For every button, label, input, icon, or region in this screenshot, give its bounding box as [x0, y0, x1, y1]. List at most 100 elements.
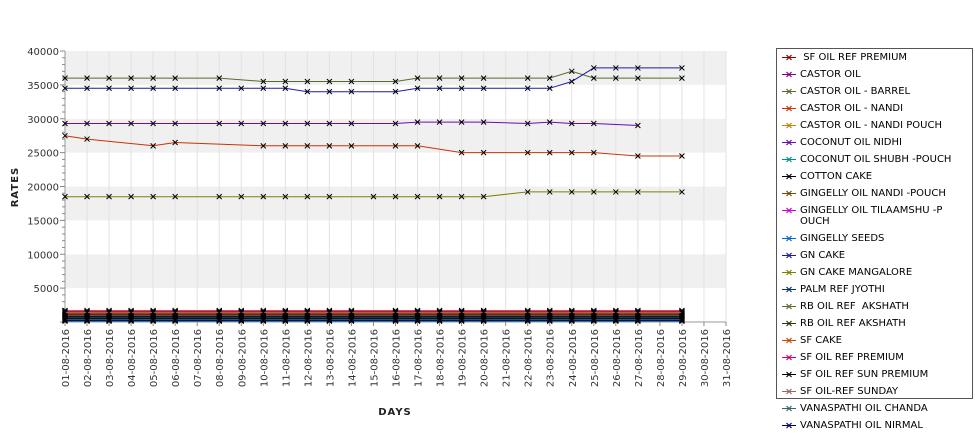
data-point-marker	[128, 75, 134, 81]
data-point-marker	[238, 120, 245, 127]
data-point-marker	[524, 75, 531, 81]
x-tick-label: 28-08-2016	[656, 329, 667, 387]
data-point-marker	[172, 309, 179, 316]
legend-marker-icon	[781, 301, 797, 314]
legend-label: GINGELLY OIL TILAAMSHU -P OUCH	[800, 205, 943, 227]
data-point-marker	[436, 317, 443, 324]
data-point-marker	[172, 193, 179, 200]
data-point-marker	[392, 120, 399, 127]
data-point-marker	[392, 193, 399, 200]
legend-label: GINGELLY SEEDS	[800, 233, 885, 244]
data-point-marker	[172, 85, 179, 92]
x-tick-label: 13-08-2016	[325, 329, 336, 387]
data-point-marker	[458, 309, 465, 316]
data-point-marker	[106, 75, 112, 81]
data-point-marker	[128, 193, 134, 200]
data-point-marker	[326, 120, 333, 127]
legend-marker-icon	[781, 233, 797, 246]
x-tick-label: 07-08-2016	[193, 329, 204, 387]
legend-label: COCONUT OIL NIDHI	[800, 137, 902, 148]
legend-item: GINGELLY OIL NANDI -POUCH	[781, 188, 970, 201]
data-point-marker	[348, 317, 355, 324]
data-point-marker	[238, 193, 245, 200]
x-tick-label: 27-08-2016	[634, 329, 645, 387]
legend-marker-icon	[781, 120, 797, 133]
y-tick-label: 5000	[34, 284, 59, 295]
data-point-marker	[216, 193, 223, 200]
series-lines	[62, 65, 685, 325]
data-point-marker	[216, 120, 223, 127]
data-point-marker	[436, 119, 443, 125]
data-point-marker	[590, 189, 597, 195]
data-point-marker	[172, 75, 179, 81]
y-tick-label: 15000	[27, 216, 59, 227]
legend-marker-icon	[781, 369, 797, 382]
data-point-marker	[260, 120, 267, 127]
data-point-marker	[414, 309, 421, 316]
x-tick-label: 10-08-2016	[259, 329, 270, 387]
data-point-marker	[679, 309, 685, 316]
data-point-marker	[590, 65, 597, 71]
legend-item: RB OIL REF AKSHATH	[781, 301, 970, 314]
legend-item: VANASPATHI OIL NIRMAL	[781, 420, 970, 433]
data-point-marker	[282, 317, 289, 324]
data-point-marker	[436, 75, 443, 81]
data-point-marker	[150, 142, 156, 149]
data-point-marker	[172, 120, 179, 127]
data-point-marker	[84, 136, 90, 142]
y-tick-label: 10000	[27, 250, 59, 261]
data-point-marker	[546, 189, 553, 195]
data-point-marker	[282, 193, 289, 200]
legend-label: COTTON CAKE	[800, 171, 873, 182]
legend-label: SF OIL-REF SUNDAY	[800, 386, 899, 397]
data-point-marker	[524, 85, 531, 92]
data-point-marker	[260, 78, 267, 85]
data-point-marker	[524, 189, 531, 195]
data-point-marker	[612, 317, 619, 324]
data-point-marker	[612, 75, 619, 81]
x-tick-labels: 01-08-2016 02-08-2016 03-08-2016 04-08-2016…	[61, 329, 733, 387]
y-tick-label: 25000	[27, 149, 59, 160]
data-point-marker	[635, 75, 641, 81]
legend-item: VANASPATHI OIL CHANDA	[781, 403, 970, 416]
data-point-marker	[458, 317, 465, 324]
data-point-marker	[635, 309, 641, 316]
legend-marker-icon	[781, 403, 797, 416]
y-tick-label: 30000	[27, 115, 59, 126]
legend-item: CASTOR OIL - NANDI POUCH	[781, 120, 970, 133]
data-point-marker	[392, 88, 399, 95]
data-point-marker	[260, 317, 267, 324]
data-point-marker	[348, 78, 355, 85]
x-tick-label: 30-08-2016	[700, 329, 711, 387]
data-point-marker	[326, 88, 333, 95]
data-point-marker	[612, 309, 619, 316]
legend-marker-icon	[781, 386, 797, 399]
series-3	[62, 132, 685, 159]
data-point-marker	[304, 142, 311, 149]
data-point-marker	[458, 119, 465, 125]
data-point-marker	[150, 309, 156, 316]
legend-marker-icon	[781, 69, 797, 82]
data-point-marker	[238, 317, 245, 324]
data-point-marker	[480, 193, 487, 200]
data-point-marker	[326, 142, 333, 149]
legend-item: GINGELLY SEEDS	[781, 233, 970, 246]
data-point-marker	[568, 68, 575, 75]
data-point-marker	[326, 309, 333, 316]
legend-item: GINGELLY OIL TILAAMSHU -P OUCH	[781, 205, 970, 227]
data-point-marker	[480, 85, 487, 92]
data-point-marker	[84, 317, 90, 324]
data-point-marker	[348, 309, 355, 316]
data-point-marker	[590, 120, 597, 127]
legend-item: CASTOR OIL	[781, 69, 970, 82]
data-point-marker	[414, 119, 421, 125]
legend-marker-icon	[781, 188, 797, 201]
legend-label: COCONUT OIL SHUBH -POUCH	[800, 154, 952, 165]
data-point-marker	[568, 317, 575, 324]
legend-label: RB OIL REF AKSHATH	[800, 301, 909, 312]
data-point-marker	[568, 120, 575, 127]
data-point-marker	[524, 120, 531, 127]
data-point-marker	[480, 75, 487, 81]
x-tick-label: 16-08-2016	[392, 329, 403, 387]
